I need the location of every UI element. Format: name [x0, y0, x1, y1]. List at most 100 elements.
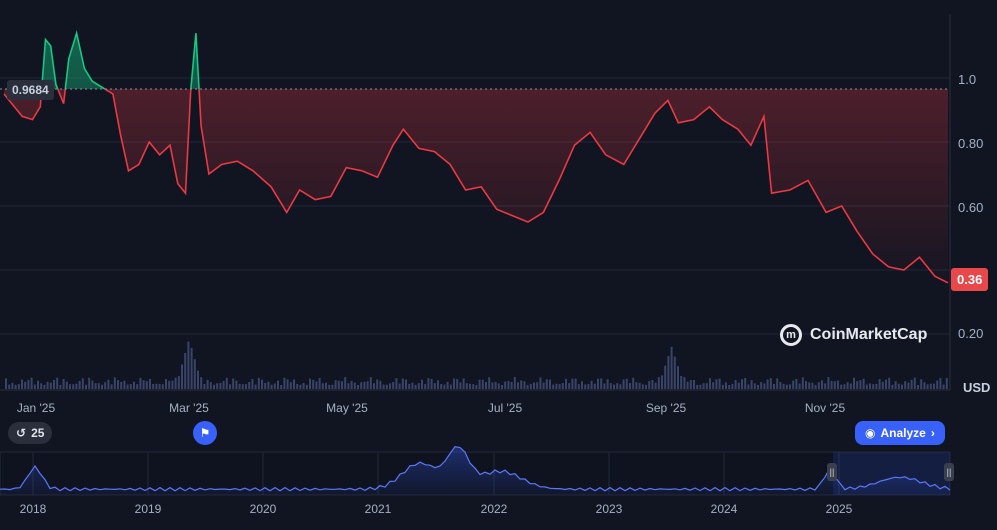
volume-bar [293, 379, 295, 389]
volume-bar [62, 378, 65, 389]
analyze-label: Analyze [880, 426, 926, 440]
volume-bar [581, 381, 583, 389]
volume-bar [373, 383, 375, 389]
volume-bar [773, 384, 775, 389]
volume-bar [129, 384, 132, 389]
x-tick-label: Nov '25 [804, 401, 846, 415]
volume-bar [808, 382, 811, 389]
volume-bar [757, 384, 759, 389]
volume-bar [629, 383, 631, 389]
navigator-path [0, 445, 951, 492]
y-tick-label: 0.60 [958, 200, 984, 215]
flag-event-marker[interactable]: ⚑ [193, 421, 217, 445]
volume-bar [789, 384, 791, 389]
navigator-year-label: 2022 [480, 502, 508, 516]
volume-bar [453, 378, 455, 389]
volume-bar [411, 382, 414, 389]
volume-bar [760, 382, 763, 389]
history-button[interactable]: ↺ 25 [8, 422, 53, 444]
chevron-right-icon: › [930, 426, 935, 440]
flag-icon: ⚑ [199, 426, 211, 440]
volume-bar [533, 382, 535, 389]
volume-bar [661, 375, 663, 389]
volume-bar [389, 383, 391, 389]
volume-bar [382, 384, 385, 389]
volume-bar [616, 383, 619, 389]
navigator-year-label: 2025 [825, 502, 853, 516]
volume-bar [309, 378, 311, 389]
volume-bar [782, 383, 785, 389]
volume-bar [248, 382, 251, 389]
volume-bar [613, 384, 615, 389]
volume-bar [801, 377, 804, 389]
volume-bar [417, 383, 420, 389]
volume-bar [328, 384, 331, 389]
volume-bar [350, 380, 353, 389]
volume-bar [923, 382, 926, 389]
navigator-left-handle[interactable]: || [827, 463, 837, 481]
volume-bar [785, 384, 788, 389]
volume-bar [833, 381, 836, 389]
volume-bar [401, 378, 404, 389]
volume-bar [117, 380, 119, 389]
volume-bar [97, 383, 100, 389]
volume-bar [203, 384, 206, 389]
volume-bar [318, 378, 321, 389]
volume-bar [133, 381, 135, 389]
volume-bar [424, 384, 427, 389]
volume-bar [113, 377, 116, 389]
volume-bar [734, 379, 737, 389]
volume-bar [571, 378, 574, 389]
volume-bar [638, 382, 641, 389]
volume-bar [693, 380, 695, 389]
volume-bar [433, 383, 436, 389]
volume-bar [753, 383, 756, 389]
x-tick-label: Sep '25 [645, 401, 687, 415]
analyze-button[interactable]: ◉ Analyze › [855, 421, 945, 445]
volume-bar [49, 382, 52, 389]
volume-bar [513, 377, 516, 389]
volume-bar [475, 384, 478, 389]
volume-bar [750, 380, 753, 389]
volume-bar [731, 383, 734, 389]
volume-bar [123, 380, 126, 389]
volume-bar [622, 379, 625, 389]
volume-bar [101, 384, 103, 389]
volume-bar [110, 384, 113, 389]
volume-bar [853, 377, 855, 389]
volume-bar [709, 378, 711, 389]
volume-bar [449, 384, 452, 389]
volume-bar [14, 384, 17, 389]
volume-bar [542, 382, 545, 389]
volume-bar [72, 384, 75, 389]
volume-bar [597, 378, 599, 389]
volume-bar [305, 384, 308, 389]
volume-bar [881, 381, 884, 389]
coinmarketcap-icon: m [780, 324, 802, 346]
history-icon: ↺ [16, 426, 27, 440]
x-tick-label: Jan '25 [16, 401, 56, 415]
volume-bar [606, 379, 609, 389]
volume-bar [277, 380, 279, 389]
volume-bar [321, 383, 324, 389]
navigator-line [0, 445, 951, 495]
volume-bar [651, 379, 654, 389]
volume-bar [891, 384, 894, 389]
volume-bar [107, 379, 110, 389]
volume-bar [558, 384, 561, 389]
volume-bar [593, 383, 596, 389]
navigator-right-handle[interactable]: || [944, 463, 954, 481]
volume-bar [296, 383, 299, 389]
volume-bar [469, 383, 471, 389]
volume-bar [331, 384, 334, 389]
volume-bar [289, 382, 292, 389]
volume-bar [619, 384, 622, 389]
volume-bar [584, 384, 587, 389]
volume-bar [357, 385, 359, 389]
volume-bar [856, 381, 859, 389]
volume-bar [913, 377, 916, 389]
volume-bar [430, 378, 433, 389]
volume-bar [385, 384, 388, 389]
volume-bar [705, 383, 708, 389]
